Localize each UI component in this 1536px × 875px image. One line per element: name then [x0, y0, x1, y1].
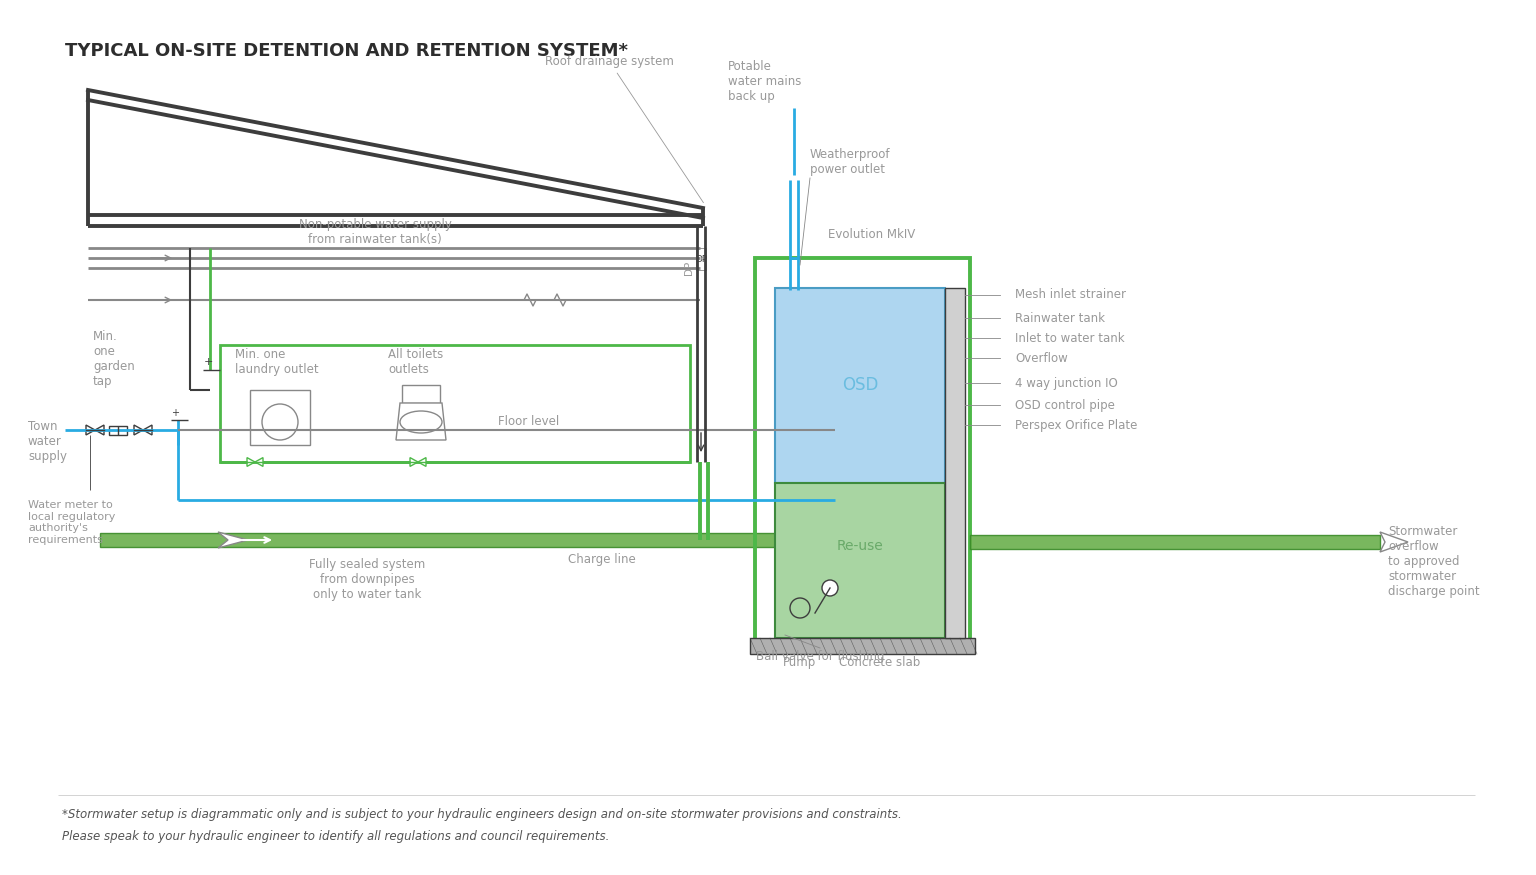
Text: Pump: Pump: [783, 656, 817, 669]
Polygon shape: [255, 458, 263, 466]
Text: Non-potable water supply
from rainwater tank(s): Non-potable water supply from rainwater …: [298, 218, 452, 246]
Text: OSD: OSD: [842, 376, 879, 395]
Text: Please speak to your hydraulic engineer to identify all regulations and council : Please speak to your hydraulic engineer …: [61, 830, 610, 843]
Text: Ball valve for flushing: Ball valve for flushing: [756, 650, 885, 663]
Circle shape: [822, 580, 839, 596]
Text: Charge line: Charge line: [568, 553, 636, 566]
Text: Stormwater
overflow
to approved
stormwater
discharge point: Stormwater overflow to approved stormwat…: [1389, 525, 1479, 598]
Bar: [100, 533, 839, 547]
Text: *Stormwater setup is diagrammatic only and is subject to your hydraulic engineer: *Stormwater setup is diagrammatic only a…: [61, 808, 902, 821]
Text: Town
water
supply: Town water supply: [28, 420, 68, 463]
Bar: [750, 638, 975, 654]
Text: Evolution MkIV: Evolution MkIV: [828, 228, 915, 241]
Text: Overflow: Overflow: [1015, 352, 1068, 365]
Text: Perspex Orifice Plate: Perspex Orifice Plate: [1015, 418, 1137, 431]
Text: +: +: [204, 357, 214, 367]
Text: Inlet to water tank: Inlet to water tank: [1015, 332, 1124, 345]
Polygon shape: [396, 403, 445, 440]
Text: 4 way junction IO: 4 way junction IO: [1015, 376, 1118, 389]
Bar: [109, 425, 127, 435]
Text: Mesh inlet strainer: Mesh inlet strainer: [1015, 289, 1126, 302]
Text: All toilets
outlets: All toilets outlets: [389, 348, 444, 376]
Bar: [776, 288, 945, 483]
Text: DP: DP: [694, 255, 707, 263]
Bar: [250, 390, 310, 445]
Circle shape: [263, 404, 298, 440]
Bar: [776, 483, 945, 638]
Bar: [945, 288, 965, 638]
Polygon shape: [134, 425, 143, 435]
Bar: [971, 535, 1379, 549]
Polygon shape: [247, 458, 255, 466]
Text: TYPICAL ON-SITE DETENTION AND RETENTION SYSTEM*: TYPICAL ON-SITE DETENTION AND RETENTION …: [65, 42, 628, 60]
Polygon shape: [143, 425, 152, 435]
Polygon shape: [95, 425, 104, 435]
Bar: [696, 248, 707, 270]
Polygon shape: [410, 458, 418, 466]
Bar: [756, 258, 971, 648]
Text: Min. one
laundry outlet: Min. one laundry outlet: [235, 348, 318, 376]
Text: Weatherproof
power outlet: Weatherproof power outlet: [809, 148, 891, 176]
Text: Roof drainage system: Roof drainage system: [545, 55, 703, 203]
Text: +: +: [170, 408, 180, 418]
Text: Concrete slab: Concrete slab: [839, 656, 920, 669]
Polygon shape: [86, 425, 95, 435]
Bar: [220, 345, 690, 462]
Text: Fully sealed system
from downpipes
only to water tank: Fully sealed system from downpipes only …: [309, 558, 425, 601]
Polygon shape: [1379, 532, 1409, 552]
Text: OSD control pipe: OSD control pipe: [1015, 398, 1115, 411]
Polygon shape: [418, 458, 425, 466]
Text: Re-use: Re-use: [837, 538, 883, 552]
Bar: [402, 385, 439, 403]
Text: Potable
water mains
back up: Potable water mains back up: [728, 60, 802, 103]
Text: Min.
one
garden
tap: Min. one garden tap: [94, 330, 135, 388]
Polygon shape: [218, 532, 247, 548]
Text: Rainwater tank: Rainwater tank: [1015, 312, 1104, 325]
Text: DP: DP: [684, 261, 694, 275]
Text: Water meter to
local regulatory
authority's
requirements: Water meter to local regulatory authorit…: [28, 500, 115, 545]
Text: Floor level: Floor level: [498, 415, 559, 428]
